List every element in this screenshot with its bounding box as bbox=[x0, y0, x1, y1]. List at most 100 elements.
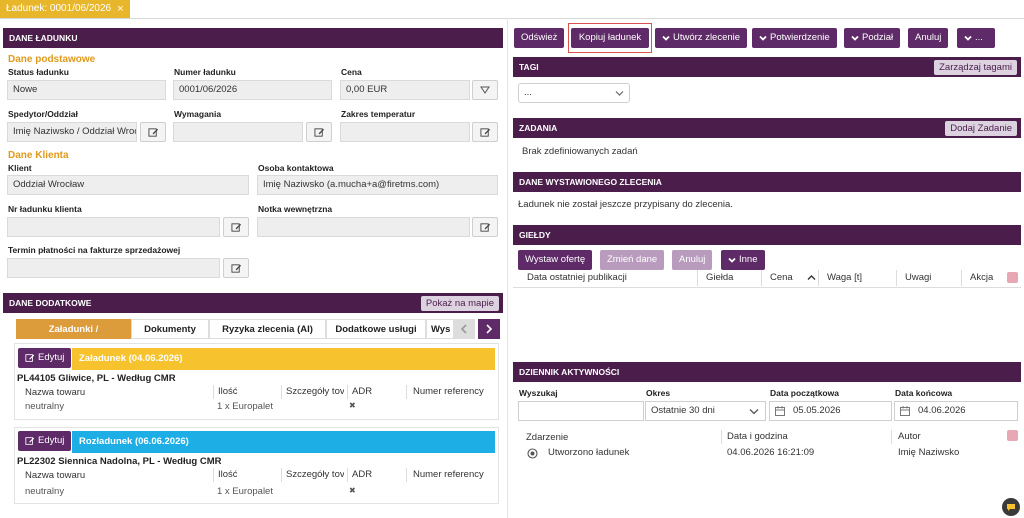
rozladunek-edit-button[interactable]: Edytuj bbox=[18, 431, 72, 451]
change-data-button[interactable]: Zmień dane bbox=[600, 250, 665, 270]
col-data-godzina[interactable]: Data i godzina bbox=[721, 430, 788, 444]
numer-field[interactable]: 0001/06/2026 bbox=[173, 80, 332, 100]
tab-dokumenty[interactable]: Dokumenty bbox=[131, 319, 209, 339]
col-cena[interactable]: Cena bbox=[761, 270, 793, 286]
create-order-button[interactable]: Utwórz zlecenie bbox=[655, 28, 748, 48]
column-divider bbox=[507, 18, 508, 518]
tabs-next-button[interactable] bbox=[478, 319, 500, 339]
col-data-publikacji[interactable]: Data ostatniej publikacji bbox=[527, 272, 627, 283]
end-date-field[interactable]: 04.06.2026 bbox=[894, 401, 1018, 421]
col-autor[interactable]: Autor bbox=[891, 430, 921, 444]
other-button[interactable]: Inne bbox=[721, 250, 765, 270]
cancel-button[interactable]: Anuluj bbox=[908, 28, 949, 48]
col-zdarzenie[interactable]: Zdarzenie bbox=[526, 432, 569, 443]
cena-field[interactable]: 0,00 EUR bbox=[340, 80, 470, 100]
nr-klienta-field[interactable] bbox=[7, 217, 220, 237]
close-icon[interactable]: × bbox=[117, 3, 124, 15]
col-waga[interactable]: Waga [t] bbox=[818, 270, 862, 286]
edit-icon bbox=[25, 354, 35, 362]
cancel-offer-button[interactable]: Anuluj bbox=[672, 250, 713, 270]
event-date: 04.06.2026 16:21:09 bbox=[727, 447, 815, 458]
calendar-icon[interactable] bbox=[775, 406, 785, 416]
tagi-header: TAGI Zarządzaj tagami bbox=[513, 57, 1021, 77]
edit-icon bbox=[230, 222, 241, 232]
rozladunek-address: PL22302 Siennica Nadolna, PL - Według CM… bbox=[17, 456, 222, 467]
search-input[interactable] bbox=[518, 401, 644, 421]
termin-field[interactable] bbox=[7, 258, 220, 278]
chevron-down-icon bbox=[728, 257, 736, 263]
zlecenie-text: Ładunek nie został jeszcze przypisany do… bbox=[518, 199, 733, 210]
edit-icon bbox=[313, 127, 324, 137]
end-date-label: Data końcowa bbox=[895, 388, 953, 398]
copy-load-button[interactable]: Kopiuj ładunek bbox=[571, 28, 649, 48]
cena-filter-button[interactable] bbox=[472, 80, 498, 100]
gieldy-table-header: Data ostatniej publikacji Giełda Cena Wa… bbox=[513, 270, 1021, 286]
wymagania-field[interactable] bbox=[173, 122, 303, 142]
gieldy-settings-icon[interactable] bbox=[1007, 272, 1018, 283]
calendar-icon[interactable] bbox=[900, 406, 910, 416]
split-button[interactable]: Podział bbox=[844, 28, 901, 48]
gieldy-header: GIEŁDY bbox=[513, 225, 1021, 245]
event-author: Imię Naziwsko bbox=[898, 447, 960, 458]
notka-edit-button[interactable] bbox=[472, 217, 498, 237]
manage-tags-button[interactable]: Zarządzaj tagami bbox=[934, 59, 1017, 75]
cell-ilosc: 1 x Europalet bbox=[217, 486, 273, 497]
col-gielda[interactable]: Giełda bbox=[697, 270, 733, 286]
refresh-button[interactable]: Odśwież bbox=[514, 28, 565, 48]
tab-title: Ładunek: 0001/06/2026 bbox=[6, 3, 112, 14]
tab-wys[interactable]: Wys bbox=[426, 319, 454, 339]
event-name: Utworzono ładunek bbox=[548, 447, 630, 458]
col-uwagi[interactable]: Uwagi bbox=[896, 270, 931, 286]
create-order-label: Utwórz zlecenie bbox=[673, 32, 741, 43]
edit-icon bbox=[479, 222, 490, 232]
wymagania-edit-button[interactable] bbox=[306, 122, 332, 142]
highlight-frame bbox=[568, 23, 652, 53]
col-szczegoly: Szczegóły tov bbox=[281, 385, 344, 399]
notka-field[interactable] bbox=[257, 217, 470, 237]
end-date-value: 04.06.2026 bbox=[918, 405, 966, 416]
spedytor-label: Spedytor/Oddział bbox=[8, 109, 78, 119]
tab-uslugi[interactable]: Dodatkowe usługi bbox=[326, 319, 426, 339]
termin-edit-button[interactable] bbox=[223, 258, 249, 278]
zakres-field[interactable] bbox=[340, 122, 470, 142]
tab-ryzyka[interactable]: Ryzyka zlecenia (AI) bbox=[209, 319, 326, 339]
klient-label: Klient bbox=[8, 163, 32, 173]
tab-ladunek[interactable]: Ładunek: 0001/06/2026 × bbox=[0, 0, 130, 18]
termin-label: Termin płatności na fakturze sprzedażowe… bbox=[8, 245, 181, 255]
panel-title: DANE ŁADUNKU bbox=[9, 33, 78, 43]
osoba-label: Osoba kontaktowa bbox=[258, 163, 334, 173]
nr-klienta-edit-button[interactable] bbox=[223, 217, 249, 237]
klient-field[interactable]: Oddział Wrocław bbox=[7, 175, 249, 195]
zlecenie-header: DANE WYSTAWIONEGO ZLECENIA bbox=[513, 172, 1021, 192]
subtabs: Załadunki / Rozładunki Dokumenty Ryzyka … bbox=[16, 319, 454, 355]
start-date-field[interactable]: 05.05.2026 bbox=[769, 401, 892, 421]
chevron-down-icon bbox=[964, 35, 972, 41]
status-field[interactable]: Nowe bbox=[7, 80, 166, 100]
dziennik-settings-icon[interactable] bbox=[1007, 430, 1018, 441]
gieldy-table-line bbox=[513, 287, 1021, 288]
col-akcja[interactable]: Akcja bbox=[961, 270, 993, 286]
zakres-edit-button[interactable] bbox=[472, 122, 498, 142]
tab-zaladunki[interactable]: Załadunki / Rozładunki bbox=[16, 319, 131, 355]
tasks-empty: Brak zdefiniowanych zadań bbox=[522, 146, 638, 157]
zaladunek-edit-button[interactable]: Edytuj bbox=[18, 348, 72, 368]
search-label: Wyszukaj bbox=[519, 388, 558, 398]
period-select[interactable]: Ostatnie 30 dni bbox=[645, 401, 766, 421]
more-button[interactable]: ... bbox=[957, 28, 995, 48]
section-klienta: Dane Klienta bbox=[8, 150, 69, 161]
tabs-prev-button[interactable] bbox=[453, 319, 475, 339]
spedytor-field[interactable]: Imię Naziwsko / Oddział Wroc bbox=[7, 122, 137, 142]
rozladunek-card bbox=[14, 427, 499, 504]
col-adr: ADR bbox=[347, 468, 372, 482]
osoba-field[interactable]: Imię Naziwsko (a.mucha+a@firetms.com) bbox=[257, 175, 498, 195]
chat-button[interactable] bbox=[1002, 498, 1020, 516]
sort-up-icon[interactable] bbox=[807, 274, 816, 281]
tab-bar bbox=[0, 0, 1024, 19]
split-label: Podział bbox=[862, 32, 894, 43]
confirmation-button[interactable]: Potwierdzenie bbox=[752, 28, 837, 48]
show-map-button[interactable]: Pokaż na mapie bbox=[420, 295, 499, 311]
spedytor-edit-button[interactable] bbox=[140, 122, 166, 142]
tags-select[interactable]: ... bbox=[518, 83, 630, 103]
publish-offer-button[interactable]: Wystaw ofertę bbox=[518, 250, 593, 270]
add-task-button[interactable]: Dodaj Zadanie bbox=[945, 120, 1017, 136]
